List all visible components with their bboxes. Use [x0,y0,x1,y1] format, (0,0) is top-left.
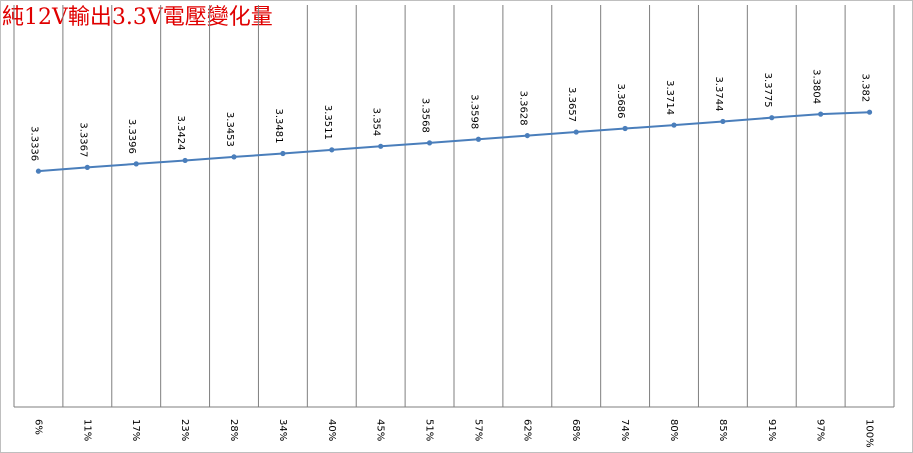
point [769,115,775,121]
data-label: 3.3424 [175,115,186,150]
data-label: 3.3714 [664,80,675,115]
point [378,143,384,149]
data-label: 3.3481 [273,108,284,143]
point [84,164,90,170]
chart-title: 純12V輸出3.3V電壓變化量 [2,5,273,30]
x-tick-label: 17% [130,419,141,441]
data-label: 3.354 [371,108,382,137]
data-label: 3.3598 [468,94,479,129]
point [524,132,530,139]
x-tick-label: 6% [32,419,43,435]
data-label: 3.382 [860,74,871,103]
x-tick-label: 45% [375,419,386,441]
point [573,129,579,135]
x-tick-label: 51% [424,419,435,441]
x-tick-label: 62% [521,419,532,441]
point [231,154,237,160]
data-label: 3.3804 [811,69,822,104]
series-line [38,111,870,173]
point [866,109,873,115]
x-tick-label: 40% [326,419,337,441]
data-label: 3.3775 [762,73,773,108]
point [329,147,335,153]
point [818,111,824,117]
x-tick-label: 97% [815,419,826,441]
x-tick-label: 100% [864,419,875,448]
point [426,140,433,146]
x-tick-label: 28% [228,419,239,441]
point [720,118,726,125]
point [671,122,677,128]
data-label: 3.3686 [615,84,626,119]
x-tick-label: 68% [570,419,581,441]
data-label: 3.3453 [224,112,235,147]
data-label: 3.3568 [420,98,431,133]
data-label: 3.3367 [77,122,88,157]
point [133,161,139,167]
x-tick-label: 74% [619,419,630,441]
x-tick-label: 85% [717,419,728,441]
point [622,125,628,132]
data-label: 3.3336 [28,126,39,161]
point [182,157,188,164]
data-label: 3.3744 [713,76,724,111]
point [280,150,286,157]
data-label: 3.3628 [517,91,528,126]
x-tick-label: 34% [277,419,288,441]
data-label: 3.3396 [126,119,137,154]
x-tick-label: 23% [179,419,190,441]
x-tick-label: 11% [81,419,92,441]
x-tick-label: 80% [668,419,679,441]
data-label: 3.3511 [322,105,333,140]
data-label: 3.3657 [566,87,577,122]
x-tick-label: 91% [766,419,777,441]
x-tick-label: 57% [472,419,483,441]
point [475,136,482,142]
point [35,168,42,174]
